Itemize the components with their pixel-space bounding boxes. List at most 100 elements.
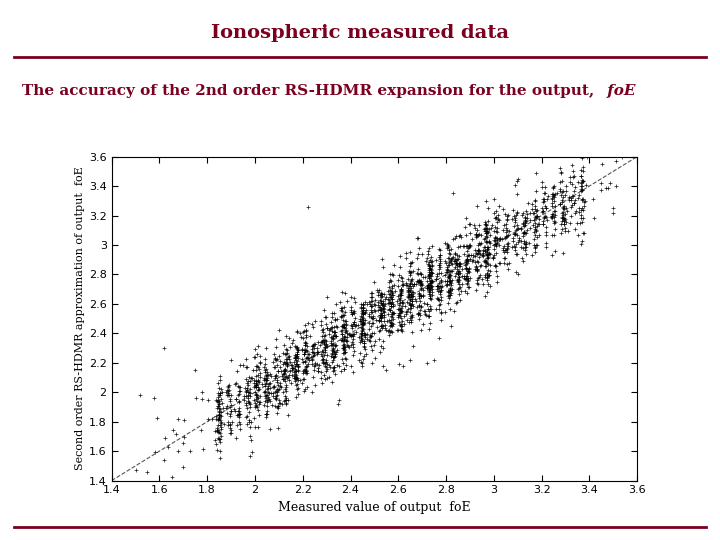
Point [359,316,370,325]
Point [538,197,549,205]
Point [378,302,390,310]
Point [441,259,452,267]
Point [339,317,351,326]
Point [434,251,446,259]
Point [359,308,370,317]
Point [290,353,302,362]
Point [509,229,521,238]
Point [261,407,273,416]
Point [289,362,301,370]
Point [328,347,340,356]
Point [299,339,310,347]
Point [558,220,570,229]
Point [503,265,514,273]
Point [413,314,425,323]
Y-axis label: Second order RS-HDMR approximation of output  foE: Second order RS-HDMR approximation of ou… [75,167,85,470]
Point [425,305,436,314]
Point [423,285,434,293]
Point [290,360,302,368]
Point [286,366,297,374]
Point [516,224,527,232]
Point [287,363,298,372]
Point [384,290,396,299]
Point [289,342,301,350]
Point [377,311,388,320]
Point [372,298,384,306]
Point [298,375,310,384]
Point [374,327,385,336]
Point [560,182,572,191]
Point [424,302,436,310]
Point [423,264,435,273]
Point [378,310,390,319]
Point [302,349,313,358]
Point [460,260,472,268]
Point [483,249,495,258]
Point [482,249,494,258]
Point [557,214,568,223]
Point [549,190,560,198]
Point [224,402,235,411]
Point [433,245,445,253]
Point [358,343,369,352]
Point [577,176,588,185]
Point [309,366,320,374]
Point [308,348,320,357]
Point [230,395,242,403]
Point [261,391,273,400]
Point [247,366,258,375]
Point [289,367,300,376]
Point [315,337,327,346]
Point [523,216,535,225]
Point [572,231,583,239]
Point [520,212,531,221]
Point [425,265,436,274]
Point [225,407,237,415]
Point [376,312,387,320]
Point [307,322,319,331]
Point [296,346,307,354]
Point [340,288,351,297]
Point [484,281,495,290]
Point [329,352,341,361]
Point [243,399,255,407]
Point [300,385,311,394]
Point [202,396,214,404]
Point [369,354,381,362]
Point [502,240,513,248]
Point [493,235,505,244]
Point [446,254,457,263]
Point [418,299,429,307]
Point [251,377,262,386]
Point [336,322,348,330]
Point [376,296,387,305]
Point [471,266,482,274]
Point [400,279,412,287]
Point [251,379,262,387]
Point [421,359,433,367]
Point [441,276,453,285]
Point [280,396,292,404]
Point [395,285,407,294]
Point [189,366,201,374]
Point [560,218,572,227]
Point [213,397,225,406]
Point [501,226,513,234]
Point [221,402,233,410]
Point [320,340,332,348]
Point [520,228,531,237]
Point [491,278,503,287]
Point [479,224,490,233]
Point [417,291,428,300]
Point [480,256,492,265]
Point [577,167,589,176]
Point [527,208,539,217]
Point [508,241,520,250]
Point [443,258,454,267]
Point [233,382,244,390]
Point [382,327,393,335]
Point [365,301,377,310]
Point [404,247,415,256]
Point [210,427,221,435]
Point [600,184,612,193]
